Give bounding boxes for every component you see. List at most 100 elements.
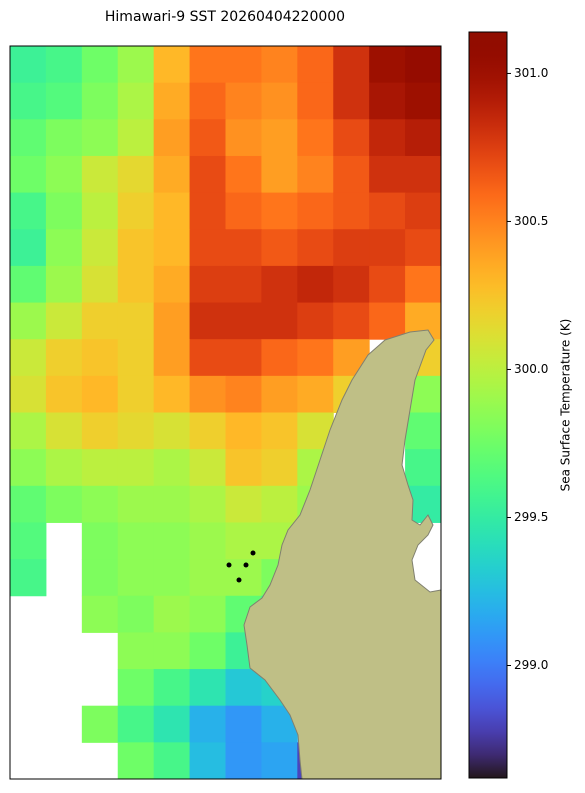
cell: [117, 375, 155, 413]
cell: [10, 302, 47, 340]
cell: [297, 192, 334, 230]
cell: [10, 229, 47, 267]
cell: [153, 559, 191, 597]
cell: [297, 339, 334, 377]
cell: [297, 82, 334, 120]
cell: [10, 192, 47, 230]
cell: [117, 449, 155, 487]
colorbar-tick-label: 299.0: [514, 658, 548, 672]
cell: [81, 559, 119, 597]
cell: [225, 522, 262, 560]
cell: [117, 155, 155, 194]
cell: [81, 522, 119, 560]
cell: [297, 375, 334, 413]
cell: [189, 375, 226, 413]
marker: [250, 550, 256, 556]
cell: [261, 82, 298, 120]
cell: [261, 412, 298, 450]
cell: [10, 155, 47, 194]
markers: [226, 550, 256, 583]
cell: [117, 705, 155, 743]
cell: [153, 229, 191, 267]
cell: [297, 229, 334, 267]
cell: [81, 46, 119, 84]
cell: [333, 302, 370, 340]
cell: [10, 119, 47, 157]
cell: [10, 485, 47, 523]
cell: [225, 449, 262, 487]
cell: [153, 669, 191, 707]
cell: [81, 119, 119, 157]
cell: [117, 485, 155, 523]
colorbar-tick-label: 299.5: [514, 510, 548, 524]
cell: [45, 375, 83, 413]
cell: [45, 485, 83, 523]
cell: [333, 229, 370, 267]
cell: [369, 82, 406, 120]
cell: [45, 46, 83, 84]
cell: [117, 742, 155, 780]
cell: [117, 522, 155, 560]
heatmap: [10, 46, 442, 780]
marker: [226, 562, 232, 568]
cell: [117, 82, 155, 120]
cell: [225, 669, 262, 707]
cell: [45, 155, 83, 194]
cell: [225, 119, 262, 157]
cell: [117, 412, 155, 450]
cell: [225, 82, 262, 120]
cell: [117, 669, 155, 707]
cell: [10, 339, 47, 377]
cell: [81, 412, 119, 450]
cell: [261, 155, 298, 194]
cell: [153, 119, 191, 157]
cell: [261, 46, 298, 84]
cell: [405, 46, 442, 84]
cell: [225, 375, 262, 413]
colorbar-tick-label: 301.0: [514, 66, 548, 80]
cell: [333, 265, 370, 304]
cell: [333, 155, 370, 194]
cell: [45, 82, 83, 120]
cell: [45, 192, 83, 230]
cell: [369, 229, 406, 267]
cell: [81, 485, 119, 523]
cell: [405, 119, 442, 157]
cell: [261, 302, 298, 340]
cell: [369, 46, 406, 84]
cell: [225, 192, 262, 230]
cell: [369, 265, 406, 304]
cell: [405, 192, 442, 230]
cell: [225, 229, 262, 267]
cell: [117, 632, 155, 670]
cell: [81, 155, 119, 194]
cell: [225, 412, 262, 450]
cell: [189, 82, 226, 120]
cell: [189, 412, 226, 450]
cell: [81, 339, 119, 377]
cell: [117, 192, 155, 230]
cell: [405, 155, 442, 194]
cell: [261, 192, 298, 230]
cell: [117, 265, 155, 304]
cell: [117, 339, 155, 377]
cell: [117, 559, 155, 597]
cell: [153, 339, 191, 377]
cell: [153, 82, 191, 120]
cell: [225, 46, 262, 84]
cell: [189, 339, 226, 377]
cell: [369, 119, 406, 157]
cell: [405, 265, 442, 304]
cell: [10, 46, 47, 84]
cell: [153, 522, 191, 560]
cell: [297, 119, 334, 157]
cell: [405, 449, 442, 487]
cell: [189, 669, 226, 707]
cell: [297, 46, 334, 84]
cell: [369, 302, 406, 340]
cell: [153, 155, 191, 194]
cell: [81, 192, 119, 230]
cell: [81, 265, 119, 304]
cell: [153, 485, 191, 523]
cell: [153, 375, 191, 413]
